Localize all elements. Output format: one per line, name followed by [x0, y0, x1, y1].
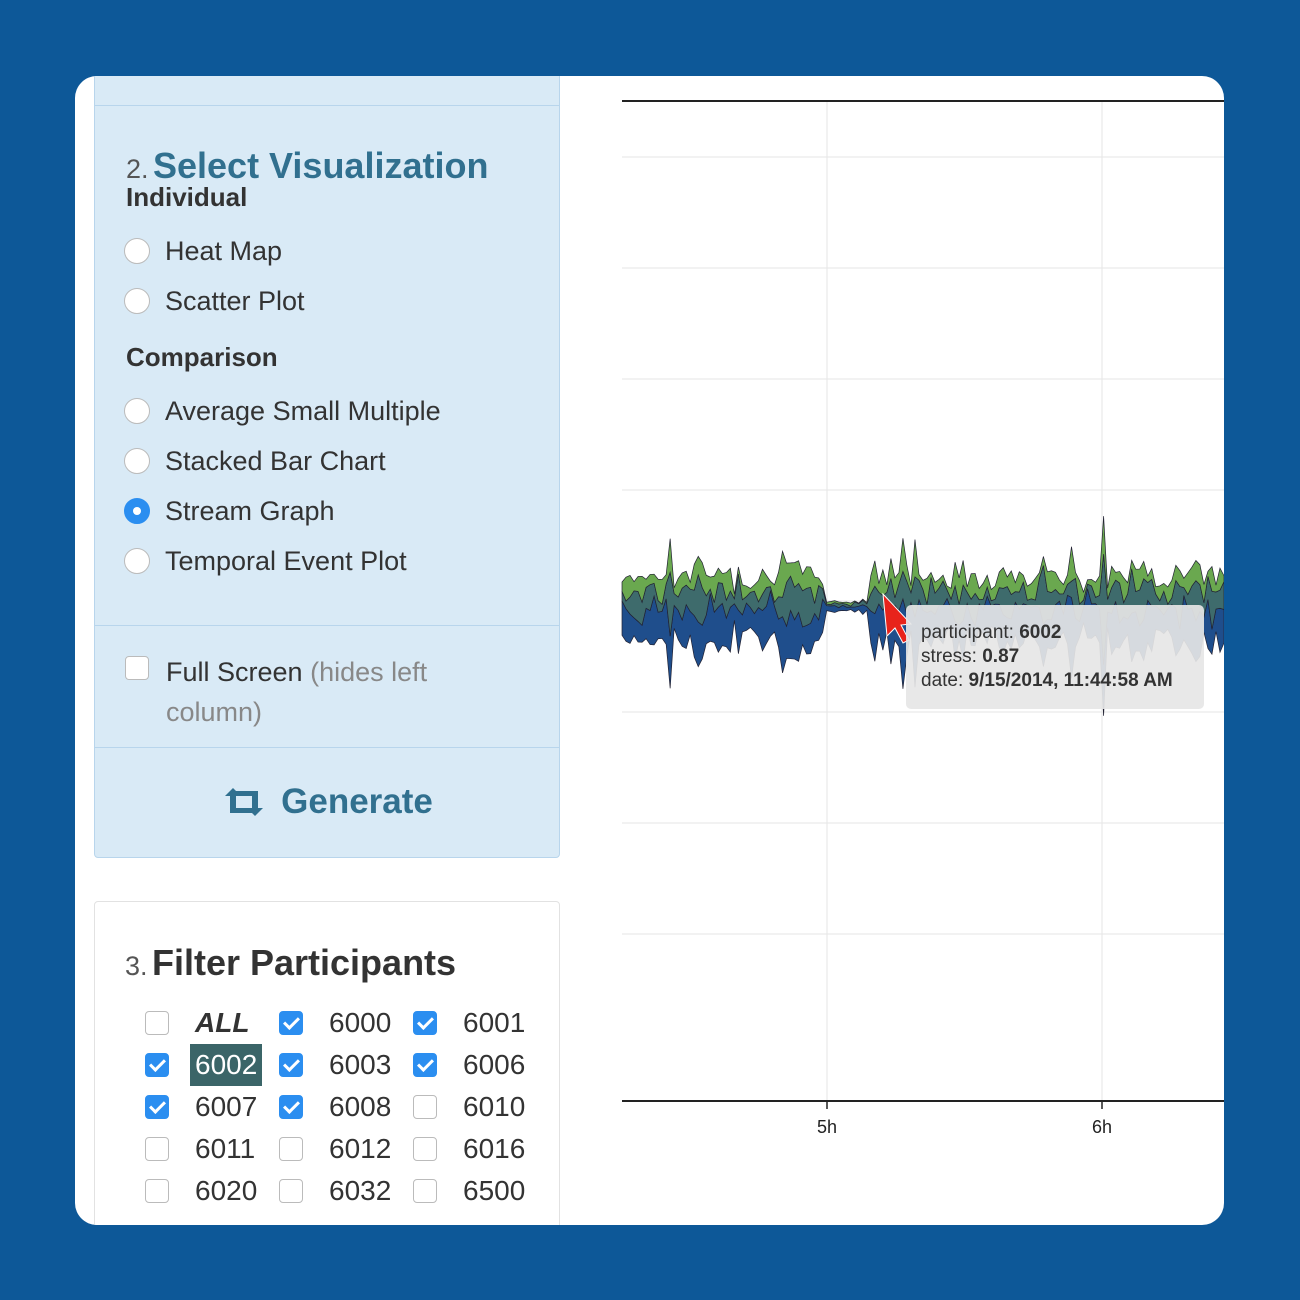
participant-label: 6010 — [463, 1091, 526, 1122]
full-screen-label: Full Screen — [166, 657, 303, 687]
panel-divider — [95, 747, 559, 748]
step-number: 2. — [126, 154, 149, 184]
participant-checkbox[interactable] — [145, 1011, 169, 1035]
participant-label: 6001 — [463, 1007, 526, 1038]
tooltip-date-label: date: — [921, 670, 964, 691]
x-tick-label: 5h — [817, 1117, 837, 1137]
section-title: Select Visualization — [152, 145, 489, 186]
chart-tooltip: participant: 6002 stress: 0.87 date: 9/1… — [906, 605, 1204, 709]
tooltip-date-value: 9/15/2014, 11:44:58 AM — [968, 670, 1173, 691]
participant-filter-6001[interactable]: 6001 — [413, 1006, 530, 1040]
participant-label: 6003 — [329, 1049, 392, 1080]
participant-label: 6016 — [463, 1133, 526, 1164]
participant-checkbox[interactable] — [279, 1095, 303, 1119]
radio-stacked-bar-chart[interactable]: Stacked Bar Chart — [124, 445, 386, 477]
group-label-individual: Individual — [126, 182, 248, 212]
participant-filter-all[interactable]: ALL — [145, 1006, 254, 1040]
generate-button[interactable]: Generate — [95, 757, 559, 847]
select-visualization-heading: 2. Select Visualization — [126, 145, 488, 187]
participant-label: 6500 — [463, 1175, 526, 1206]
radio-label: Temporal Event Plot — [165, 545, 407, 576]
radio-button[interactable] — [124, 548, 150, 574]
radio-label: Stacked Bar Chart — [165, 445, 386, 476]
participant-filter-6008[interactable]: 6008 — [279, 1090, 396, 1124]
panel-divider — [95, 625, 559, 626]
participant-label: ALL — [195, 1007, 250, 1038]
radio-label: Average Small Multiple — [165, 395, 441, 426]
full-screen-hint: (hides left column) — [166, 657, 428, 727]
participant-filter-6003[interactable]: 6003 — [279, 1048, 396, 1082]
radio-stream-graph[interactable]: Stream Graph — [124, 495, 335, 527]
radio-temporal-event-plot[interactable]: Temporal Event Plot — [124, 545, 407, 577]
participant-filter-6000[interactable]: 6000 — [279, 1006, 396, 1040]
participant-checkbox[interactable] — [145, 1053, 169, 1077]
participant-filter-6020[interactable]: 6020 — [145, 1174, 262, 1208]
participant-label: 6007 — [195, 1091, 258, 1122]
step-number: 3. — [125, 951, 148, 981]
participant-label: 6012 — [329, 1133, 392, 1164]
tooltip-participant-value: 6002 — [1019, 622, 1062, 643]
panel-top-divider — [95, 105, 559, 106]
group-label-comparison: Comparison — [126, 342, 278, 372]
app-card: 5h 6h participant: 6002 stress: 0.87 date… — [75, 76, 1224, 1225]
participant-checkbox[interactable] — [145, 1095, 169, 1119]
radio-label: Stream Graph — [165, 495, 335, 526]
participant-filter-6006[interactable]: 6006 — [413, 1048, 530, 1082]
participant-checkbox[interactable] — [413, 1137, 437, 1161]
tooltip-stress-value: 0.87 — [982, 646, 1020, 667]
participant-filter-6010[interactable]: 6010 — [413, 1090, 530, 1124]
x-tick-label: 6h — [1092, 1117, 1112, 1137]
participant-label: 6032 — [329, 1175, 392, 1206]
radio-button[interactable] — [124, 288, 150, 314]
generate-label: Generate — [281, 782, 433, 821]
section-title: Filter Participants — [151, 942, 457, 983]
participant-checkbox[interactable] — [413, 1053, 437, 1077]
participant-checkbox[interactable] — [413, 1011, 437, 1035]
participant-filter-6007[interactable]: 6007 — [145, 1090, 262, 1124]
radio-average-small-multiple[interactable]: Average Small Multiple — [124, 395, 441, 427]
participant-label: 6002 — [190, 1044, 263, 1086]
participant-filter-6002[interactable]: 6002 — [145, 1044, 263, 1086]
participant-checkbox[interactable] — [279, 1137, 303, 1161]
radio-heat-map[interactable]: Heat Map — [124, 235, 282, 267]
participant-filter-6011[interactable]: 6011 — [145, 1132, 260, 1166]
participant-checkbox[interactable] — [413, 1095, 437, 1119]
participant-label: 6000 — [329, 1007, 392, 1038]
radio-scatter-plot[interactable]: Scatter Plot — [124, 285, 305, 317]
participant-label: 6008 — [329, 1091, 392, 1122]
participant-checkbox[interactable] — [145, 1179, 169, 1203]
radio-button[interactable] — [124, 448, 150, 474]
participant-filter-6012[interactable]: 6012 — [279, 1132, 396, 1166]
tooltip-stress-label: stress: — [921, 646, 977, 667]
tooltip-participant-label: participant: — [921, 622, 1014, 643]
participant-filter-6016[interactable]: 6016 — [413, 1132, 530, 1166]
participant-checkbox[interactable] — [145, 1137, 169, 1161]
retweet-icon — [225, 788, 264, 816]
participant-checkbox[interactable] — [279, 1053, 303, 1077]
radio-button[interactable] — [124, 238, 150, 264]
select-visualization-panel: 2. Select Visualization Individual Heat … — [94, 76, 560, 858]
participant-label: 6011 — [195, 1133, 256, 1164]
participant-checkbox[interactable] — [279, 1011, 303, 1035]
radio-label: Heat Map — [165, 235, 283, 266]
radio-button-selected[interactable] — [124, 498, 150, 524]
stream-layer-top — [621, 516, 1224, 607]
participant-checkbox[interactable] — [413, 1179, 437, 1203]
radio-button[interactable] — [124, 398, 150, 424]
full-screen-checkbox[interactable] — [125, 656, 149, 680]
filter-participants-panel: 3. Filter Participants ALL 6000 6001 6002 60… — [94, 901, 560, 1225]
participant-filter-6500[interactable]: 6500 — [413, 1174, 530, 1208]
radio-label: Scatter Plot — [165, 285, 305, 316]
participant-label: 6006 — [463, 1049, 526, 1080]
filter-participants-heading: 3. Filter Participants — [125, 942, 456, 984]
participant-filter-6032[interactable]: 6032 — [279, 1174, 396, 1208]
participant-checkbox[interactable] — [279, 1179, 303, 1203]
participant-label: 6020 — [195, 1175, 258, 1206]
